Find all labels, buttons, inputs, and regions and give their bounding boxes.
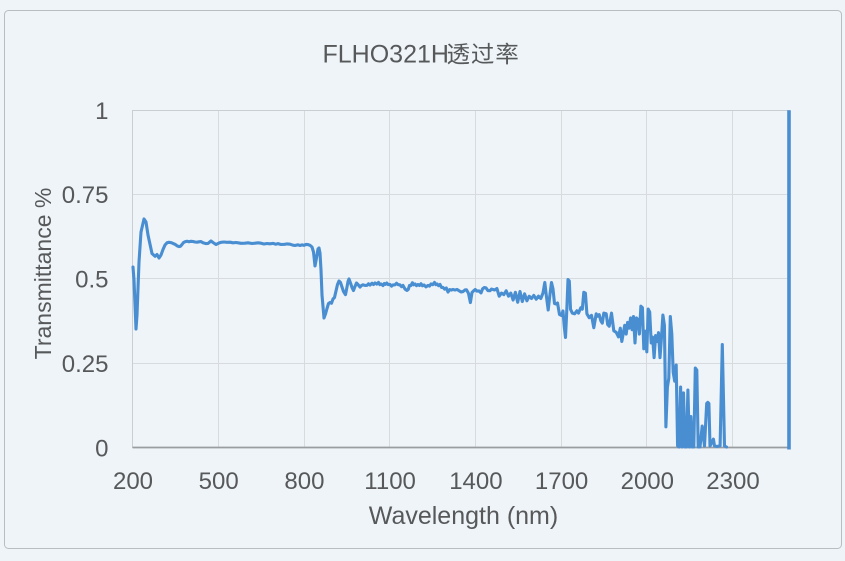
svg-text:0: 0: [95, 435, 108, 462]
svg-text:Wavelength (nm): Wavelength (nm): [369, 502, 558, 530]
svg-text:Transmittance %: Transmittance %: [30, 188, 56, 360]
svg-text:1700: 1700: [535, 468, 588, 495]
svg-text:2000: 2000: [621, 468, 674, 495]
svg-text:0.5: 0.5: [75, 267, 108, 294]
svg-text:200: 200: [113, 468, 153, 495]
svg-text:1: 1: [95, 98, 108, 125]
svg-text:1400: 1400: [449, 468, 502, 495]
svg-text:500: 500: [199, 468, 239, 495]
svg-text:1100: 1100: [364, 468, 416, 495]
svg-text:0.25: 0.25: [62, 351, 109, 378]
svg-text:0.75: 0.75: [62, 182, 109, 209]
svg-text:FLHO321H: FLHO321H: [323, 41, 449, 69]
svg-text:2300: 2300: [706, 468, 759, 495]
svg-text:800: 800: [284, 468, 324, 495]
